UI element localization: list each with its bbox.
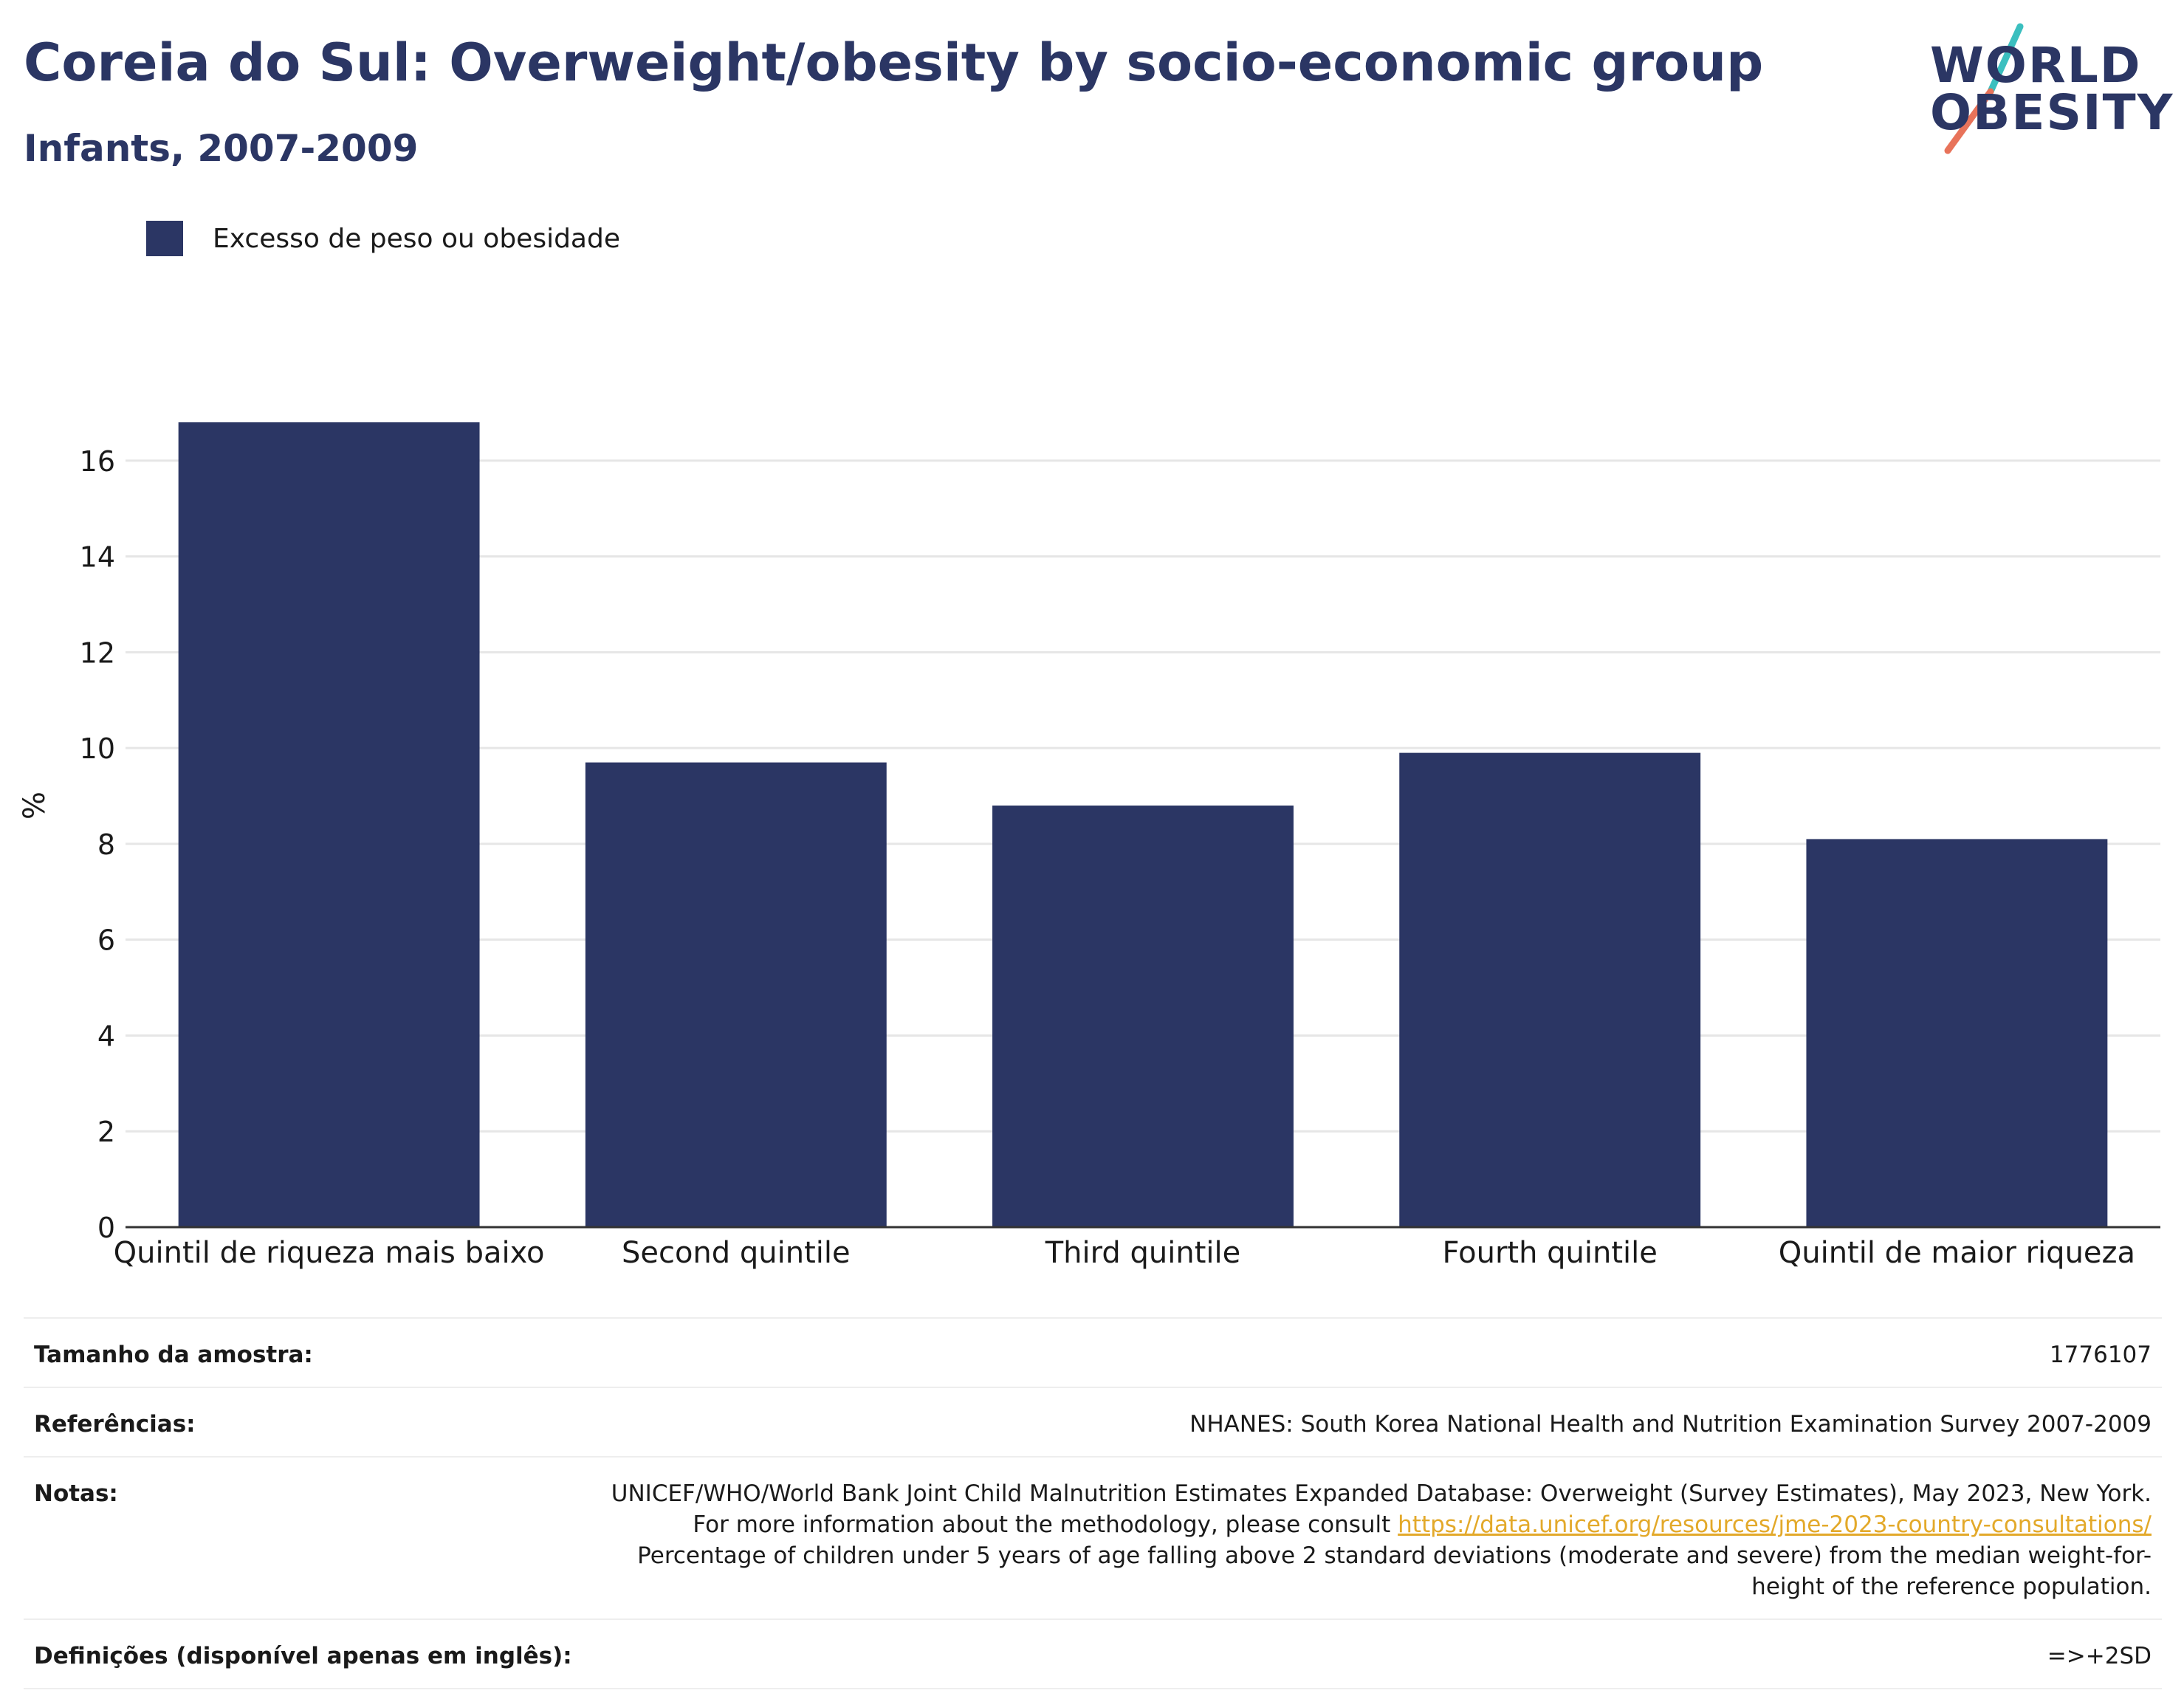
info-key: Tamanho da amostra: [34, 1342, 313, 1368]
x-tick-label: Quintil de maior riqueza [1779, 1236, 2135, 1270]
info-row-references: Referências: NHANES: South Korea Nationa… [24, 1388, 2162, 1458]
notes-text-continued: Percentage of children under 5 years of … [637, 1542, 2152, 1600]
bar[interactable] [1806, 839, 2108, 1227]
info-key: Definições (disponível apenas em inglês)… [34, 1643, 572, 1669]
info-row-notes: Notas: UNICEF/WHO/World Bank Joint Child… [24, 1458, 2162, 1620]
logo-word-bottom: OBESITY [1930, 84, 2174, 141]
chart-subtitle: Infants, 2007-2009 [24, 127, 419, 170]
notes-link[interactable]: https://data.unicef.org/resources/jme-20… [1398, 1511, 2152, 1538]
chart-bars [178, 422, 2108, 1227]
y-tick-label: 0 [97, 1212, 115, 1244]
y-tick-label: 2 [97, 1116, 115, 1148]
info-table: Tamanho da amostra: 1776107 Referências:… [24, 1317, 2162, 1689]
y-tick-label: 16 [80, 445, 115, 478]
info-value: 1776107 [2049, 1342, 2152, 1368]
y-axis-label: % [18, 792, 52, 820]
bar[interactable] [1399, 752, 1701, 1227]
info-key: Referências: [34, 1411, 196, 1438]
bar-chart: 0 2 4 6 8 10 12 14 16 Quintil de riqueza mais ba… [18, 422, 2160, 1270]
info-value-notes: UNICEF/WHO/World Bank Joint Child Malnut… [601, 1478, 2152, 1602]
info-value: NHANES: South Korea National Health and … [1189, 1411, 2152, 1438]
y-tick-label: 4 [97, 1020, 115, 1052]
legend-label: Excesso de peso ou obesidade [213, 223, 620, 254]
x-tick-label: Third quintile [1045, 1236, 1240, 1270]
bar[interactable] [585, 762, 887, 1227]
chart-x-labels: Quintil de riqueza mais baixo Second quin… [114, 1236, 2135, 1270]
info-key: Notas: [34, 1480, 118, 1507]
info-row-sample-size: Tamanho da amostra: 1776107 [24, 1319, 2162, 1388]
y-tick-label: 12 [80, 636, 115, 669]
chart-y-ticks: 0 2 4 6 8 10 12 14 16 [80, 445, 115, 1244]
y-tick-label: 10 [80, 732, 115, 765]
notes-text: UNICEF/WHO/World Bank Joint Child Malnut… [611, 1480, 2152, 1538]
x-tick-label: Second quintile [622, 1236, 851, 1270]
y-tick-label: 14 [80, 541, 115, 574]
logo-word-top: WORLD [1930, 37, 2142, 94]
x-tick-label: Quintil de riqueza mais baixo [114, 1236, 545, 1270]
bar[interactable] [178, 422, 480, 1227]
y-tick-label: 6 [97, 924, 115, 957]
chart-legend: Excesso de peso ou obesidade [146, 219, 620, 258]
y-tick-label: 8 [97, 828, 115, 861]
legend-swatch [146, 221, 183, 256]
bar[interactable] [992, 806, 1294, 1227]
logo-slash-icon [1944, 23, 2024, 154]
world-obesity-logo: WORLD OBESITY [1920, 21, 2172, 161]
chart-title: Coreia do Sul: Overweight/obesity by soc… [24, 32, 1764, 93]
info-value: =>+2SD [2047, 1643, 2152, 1669]
info-row-definitions: Definições (disponível apenas em inglês)… [24, 1620, 2162, 1689]
x-tick-label: Fourth quintile [1443, 1236, 1658, 1270]
